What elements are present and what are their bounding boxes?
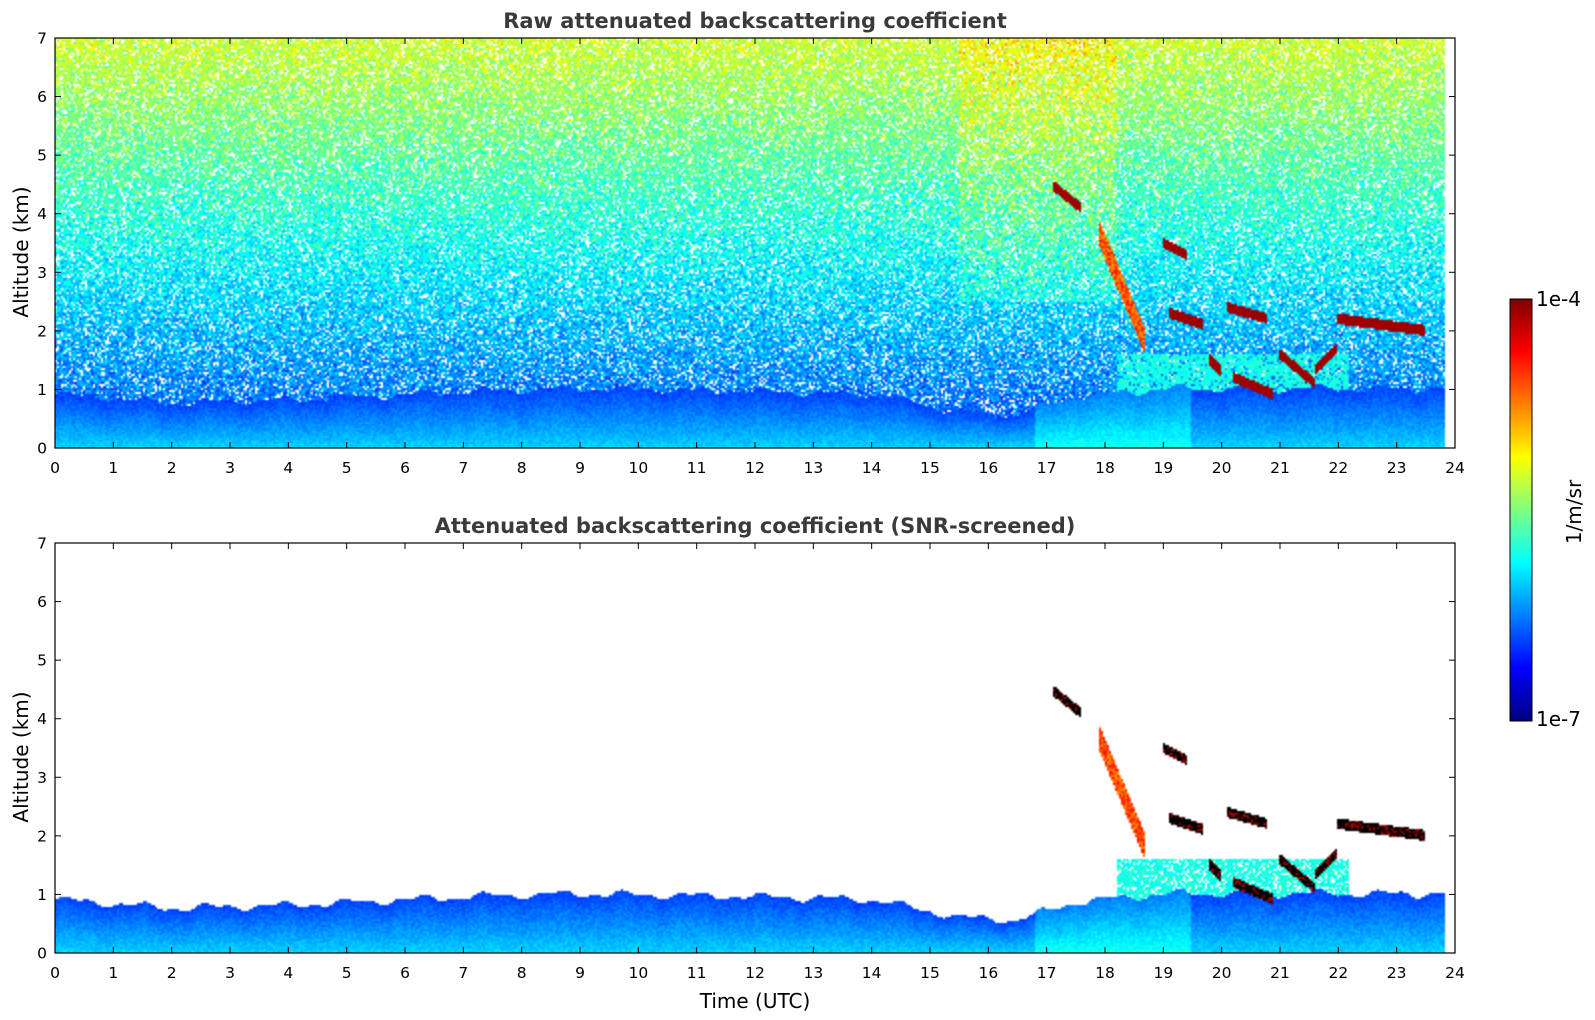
x-tick-label: 24: [1445, 964, 1465, 982]
x-tick-label: 16: [978, 459, 998, 477]
x-tick-label: 10: [628, 459, 648, 477]
y-tick-label: 3: [37, 264, 47, 282]
colorbar-bar: [1509, 298, 1533, 722]
y-tick-label: 2: [37, 827, 47, 845]
x-tick-label: 15: [920, 459, 940, 477]
colorbar-top-label: 1e-4: [1536, 287, 1581, 311]
x-tick-label: 5: [342, 964, 352, 982]
x-tick-label: 7: [458, 964, 468, 982]
x-tick-label: 19: [1153, 964, 1173, 982]
x-tick-label: 17: [1037, 459, 1057, 477]
bottom-panel-ylabel: Altitude (km): [9, 691, 33, 822]
x-tick-label: 9: [575, 964, 585, 982]
x-tick-label: 1: [108, 964, 118, 982]
x-tick-label: 12: [745, 964, 765, 982]
x-tick-label: 10: [628, 964, 648, 982]
y-tick-label: 4: [37, 205, 47, 223]
x-tick-label: 6: [400, 964, 410, 982]
x-tick-label: 3: [225, 459, 235, 477]
y-tick-label: 2: [37, 322, 47, 340]
top-panel-heatmap: [55, 38, 1455, 448]
x-tick-label: 3: [225, 964, 235, 982]
x-tick-label: 23: [1387, 964, 1407, 982]
x-tick-label: 17: [1037, 964, 1057, 982]
x-tick-label: 8: [517, 459, 527, 477]
y-tick-label: 4: [37, 710, 47, 728]
x-tick-label: 19: [1153, 459, 1173, 477]
x-tick-label: 20: [1212, 964, 1232, 982]
x-tick-label: 8: [517, 964, 527, 982]
y-tick-label: 0: [37, 945, 47, 963]
x-axis-label: Time (UTC): [699, 989, 811, 1013]
x-tick-label: 21: [1270, 459, 1290, 477]
x-tick-label: 23: [1387, 459, 1407, 477]
y-tick-label: 7: [37, 535, 47, 553]
colorbar-units: 1/m/sr: [1562, 479, 1586, 544]
bottom-panel: 0 1 2 3 4 5 6 7 8 9 10 11 12 13 14 15 16 17 18 19 20 21 22 23 24…: [37, 535, 1465, 983]
x-tick-label: 2: [167, 964, 177, 982]
x-tick-label: 12: [745, 459, 765, 477]
top-panel-axes: 0 1 2 3 4 5 6 7 8 9 10 11 12 13 14 15 16 17 18 19 20 21 22 23 24…: [37, 30, 1465, 478]
bottom-panel-heatmap: [55, 543, 1455, 953]
x-tick-label: 13: [803, 964, 823, 982]
x-tick-label: 2: [167, 459, 177, 477]
x-tick-label: 24: [1445, 459, 1465, 477]
x-tick-label: 20: [1212, 459, 1232, 477]
x-tick-label: 22: [1328, 964, 1348, 982]
y-tick-label: 5: [37, 147, 47, 165]
top-panel-title: Raw attenuated backscattering coefficien…: [503, 9, 1007, 33]
x-tick-label: 15: [920, 964, 940, 982]
x-tick-label: 5: [342, 459, 352, 477]
x-tick-label: 11: [687, 459, 707, 477]
y-tick-label: 6: [37, 88, 47, 106]
y-tick-label: 5: [37, 652, 47, 670]
x-tick-label: 14: [862, 964, 882, 982]
y-tick-label: 0: [37, 440, 47, 458]
x-tick-label: 21: [1270, 964, 1290, 982]
y-tick-label: 3: [37, 769, 47, 787]
x-tick-label: 4: [283, 964, 293, 982]
x-tick-label: 9: [575, 459, 585, 477]
bottom-panel-axes: 0 1 2 3 4 5 6 7 8 9 10 11 12 13 14 15 16 17 18 19 20 21 22 23 24…: [37, 535, 1465, 983]
x-tick-label: 18: [1095, 459, 1115, 477]
x-tick-label: 22: [1328, 459, 1348, 477]
x-tick-label: 7: [458, 459, 468, 477]
x-tick-label: 14: [862, 459, 882, 477]
y-tick-label: 6: [37, 593, 47, 611]
colorbar-bottom-label: 1e-7: [1536, 707, 1581, 731]
top-panel: 0 1 2 3 4 5 6 7 8 9 10 11 12 13 14 15 16 17 18 19 20 21 22 23 24…: [37, 30, 1465, 478]
x-tick-label: 16: [978, 964, 998, 982]
x-tick-label: 0: [50, 964, 60, 982]
x-tick-label: 0: [50, 459, 60, 477]
y-tick-label: 1: [37, 886, 47, 904]
x-tick-label: 1: [108, 459, 118, 477]
x-tick-label: 18: [1095, 964, 1115, 982]
top-panel-ylabel: Altitude (km): [9, 186, 33, 317]
x-tick-label: 6: [400, 459, 410, 477]
x-tick-label: 13: [803, 459, 823, 477]
y-tick-label: 1: [37, 381, 47, 399]
y-tick-label: 7: [37, 30, 47, 48]
x-tick-label: 11: [687, 964, 707, 982]
bottom-panel-title: Attenuated backscattering coefficient (S…: [435, 514, 1076, 538]
colorbar: 1e-4 1e-7 1/m/sr: [1509, 287, 1586, 731]
x-tick-label: 4: [283, 459, 293, 477]
